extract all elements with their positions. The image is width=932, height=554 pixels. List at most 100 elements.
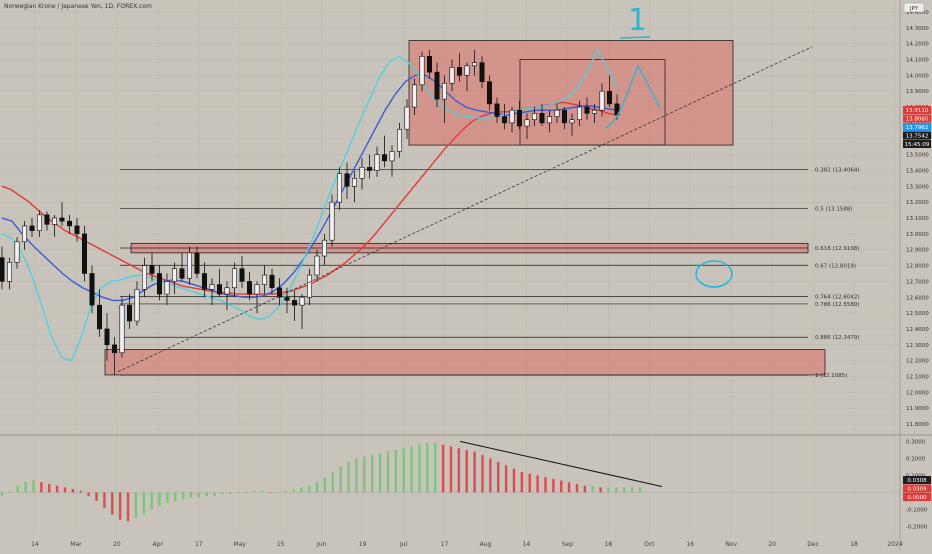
osc-bar [307, 485, 311, 493]
osc-bar [315, 482, 319, 493]
y-tick-label: 14.2000 [906, 42, 929, 48]
candle [7, 257, 13, 290]
x-tick-label: 17 [195, 541, 203, 548]
osc-bar [55, 485, 59, 493]
candle [261, 265, 267, 295]
candle [561, 107, 567, 130]
fib-level-label: 0.67 (12.8019) [815, 263, 856, 269]
y-tick-label: 13.6000 [906, 137, 929, 143]
osc-trend-line [459, 440, 663, 487]
candle [539, 103, 545, 127]
osc-bar [552, 478, 555, 493]
candle [494, 97, 500, 123]
candle [232, 262, 238, 298]
x-tick-label: 14 [31, 541, 39, 548]
y-tick-label: 12.7000 [906, 279, 929, 285]
candle [486, 75, 492, 111]
candle [284, 287, 290, 314]
osc-bar [394, 449, 398, 493]
osc-bar [567, 482, 571, 493]
candle [426, 49, 432, 79]
x-tick-label: 18 [605, 541, 613, 548]
y-tick-label: 13.0000 [906, 232, 929, 238]
candle [531, 107, 537, 127]
osc-bar [378, 453, 382, 493]
fib-level-label: 0.382 (13.4064) [815, 167, 860, 173]
candle [179, 252, 185, 282]
osc-bar [142, 492, 145, 515]
price-label-text: 13.7962 [906, 125, 929, 131]
candle [0, 246, 5, 290]
osc-bar [591, 485, 594, 493]
x-tick-label: Aug [480, 541, 492, 548]
candle [411, 78, 417, 115]
candle [591, 103, 597, 123]
osc-bar [575, 483, 579, 493]
price-label-tag [903, 114, 931, 123]
candle [299, 294, 305, 329]
osc-bar [481, 455, 484, 493]
osc-bar [410, 446, 413, 493]
candle [119, 297, 125, 358]
annotation-number: 1 [628, 3, 647, 38]
x-tick-label: Nov [725, 541, 737, 548]
osc-bar [95, 492, 98, 501]
candle [396, 122, 402, 158]
x-tick-label: 2024 [887, 541, 902, 548]
candle [142, 257, 148, 298]
candle [59, 202, 65, 226]
candle [351, 170, 357, 203]
osc-bar [126, 492, 130, 522]
candle [172, 262, 178, 295]
candle [51, 214, 57, 238]
osc-bar [504, 465, 508, 493]
osc-bar [237, 492, 240, 494]
x-tick-label: 20 [113, 541, 121, 548]
candle [456, 53, 462, 82]
osc-bar [300, 487, 303, 493]
x-tick-label: 16 [686, 541, 694, 548]
osc-y-tick-label: 0.3000 [906, 439, 926, 445]
osc-bar [16, 485, 19, 493]
osc-y-tick-label: -0.2000 [906, 524, 928, 530]
osc-bar [166, 492, 169, 503]
osc-bar [402, 448, 405, 493]
y-tick-label: 12.5000 [906, 311, 929, 317]
osc-bar [497, 461, 500, 493]
osc-bar [583, 485, 587, 493]
price-label-text: 15:45:09 [905, 142, 930, 148]
osc-bar [276, 492, 279, 494]
candle [89, 265, 95, 314]
price-label-text: 13.9110 [906, 108, 929, 114]
currency-label: JPY [909, 6, 919, 12]
candle [239, 256, 245, 288]
y-tick-label: 12.6000 [906, 295, 929, 301]
osc-bar [528, 473, 531, 493]
osc-bar [32, 480, 35, 493]
candle [546, 110, 552, 133]
osc-bar [339, 466, 342, 493]
osc-bar [71, 489, 75, 493]
candle [247, 271, 253, 301]
candle [209, 278, 215, 306]
x-tick-label: 15 [277, 541, 285, 548]
candle [434, 62, 440, 108]
osc-bar [426, 443, 429, 493]
osc-bar [174, 492, 177, 501]
candle [104, 313, 110, 361]
trend-line [117, 46, 813, 373]
price-label-tag [903, 123, 931, 131]
osc-bar [323, 477, 327, 493]
candle [127, 294, 133, 329]
candle [321, 233, 327, 266]
y-tick-label: 12.0000 [906, 390, 929, 396]
osc-bar [370, 455, 374, 493]
osc-bar [449, 446, 453, 493]
candle [524, 113, 530, 139]
osc-bar [544, 477, 547, 493]
ma-line-blue-ma [1, 74, 618, 302]
y-tick-label: 14.3000 [906, 26, 929, 32]
x-tick-label: Apr [153, 541, 164, 548]
candle [291, 290, 297, 322]
